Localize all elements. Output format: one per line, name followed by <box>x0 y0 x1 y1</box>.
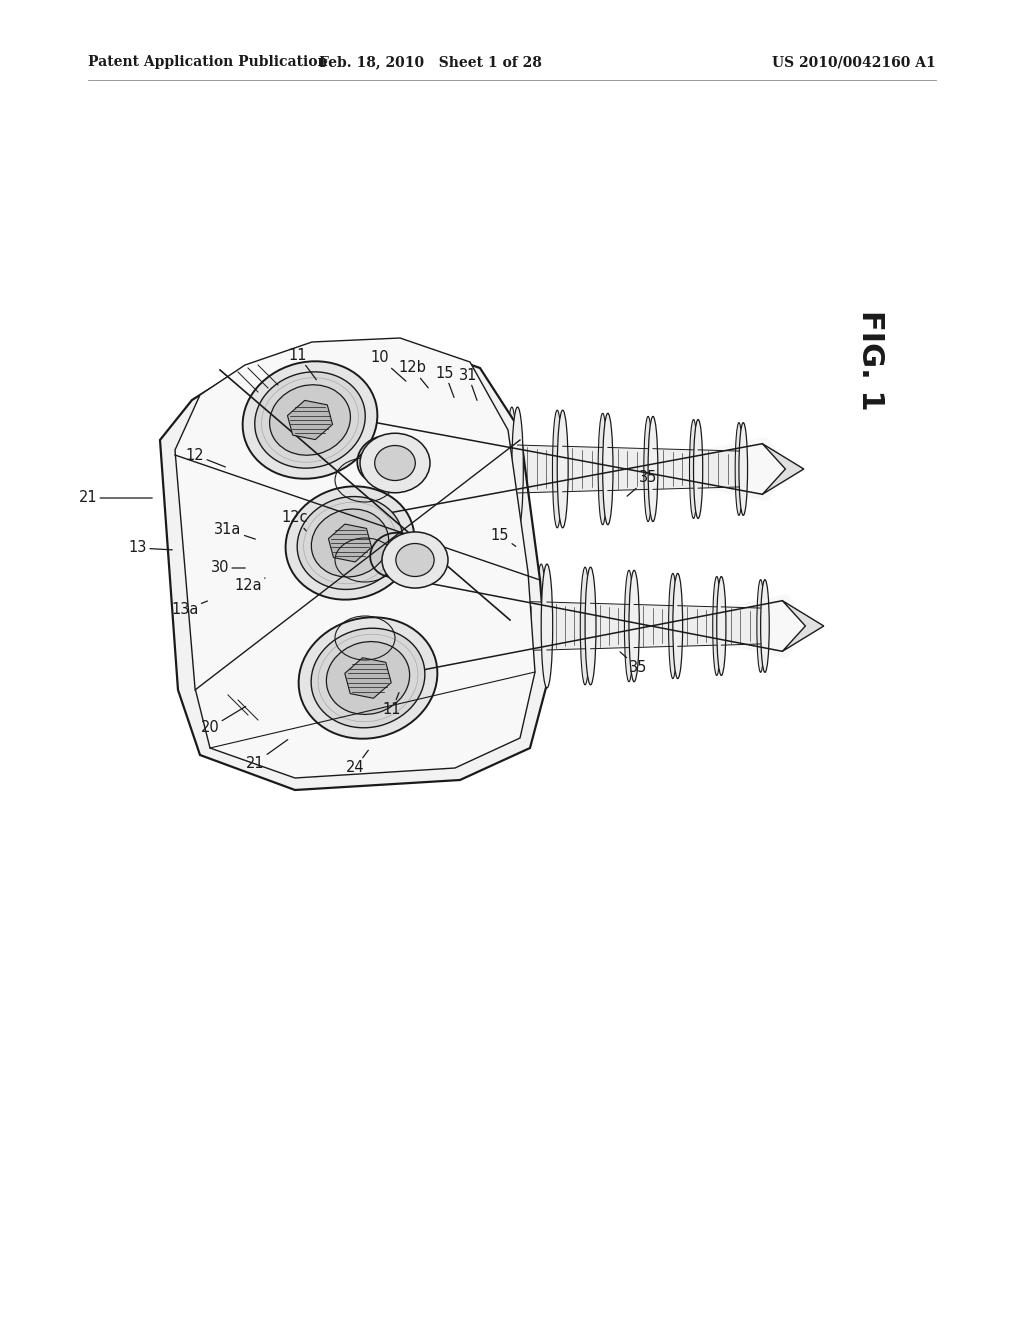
Ellipse shape <box>382 532 449 587</box>
Text: 20: 20 <box>201 706 246 735</box>
Text: 12a: 12a <box>234 578 265 593</box>
Text: Patent Application Publication: Patent Application Publication <box>88 55 328 69</box>
Polygon shape <box>763 444 804 494</box>
Ellipse shape <box>311 510 389 577</box>
Ellipse shape <box>327 642 410 714</box>
Ellipse shape <box>492 561 503 692</box>
Ellipse shape <box>644 416 652 521</box>
Ellipse shape <box>598 413 607 525</box>
Polygon shape <box>547 602 585 649</box>
Ellipse shape <box>507 407 517 531</box>
Polygon shape <box>678 606 717 647</box>
Text: FIG. 1: FIG. 1 <box>855 310 885 411</box>
Ellipse shape <box>581 568 590 685</box>
Ellipse shape <box>454 558 466 694</box>
Ellipse shape <box>585 568 596 685</box>
Polygon shape <box>782 601 823 651</box>
Polygon shape <box>329 524 372 562</box>
Polygon shape <box>634 605 673 648</box>
Text: 21: 21 <box>246 739 288 771</box>
Polygon shape <box>460 599 498 652</box>
Polygon shape <box>721 607 761 645</box>
Ellipse shape <box>629 570 639 681</box>
Polygon shape <box>345 657 391 698</box>
Text: 30: 30 <box>211 561 245 576</box>
Text: 15: 15 <box>490 528 516 546</box>
Polygon shape <box>160 341 548 789</box>
Polygon shape <box>288 400 333 440</box>
Ellipse shape <box>370 397 381 540</box>
Text: 12: 12 <box>185 447 225 467</box>
Ellipse shape <box>689 420 697 519</box>
Ellipse shape <box>461 404 472 535</box>
Ellipse shape <box>297 496 402 590</box>
Text: 24: 24 <box>346 750 369 776</box>
Polygon shape <box>608 447 648 491</box>
Polygon shape <box>175 338 535 777</box>
Ellipse shape <box>311 628 425 727</box>
Ellipse shape <box>286 486 415 599</box>
Text: 12c: 12c <box>282 511 308 531</box>
Ellipse shape <box>648 416 657 521</box>
Ellipse shape <box>537 564 546 688</box>
Ellipse shape <box>403 554 416 697</box>
Polygon shape <box>472 444 512 494</box>
Ellipse shape <box>669 573 677 678</box>
Text: 13a: 13a <box>171 601 208 618</box>
Ellipse shape <box>761 579 769 672</box>
Text: US 2010/0042160 A1: US 2010/0042160 A1 <box>772 55 936 69</box>
Ellipse shape <box>693 420 702 519</box>
Ellipse shape <box>416 401 426 537</box>
Text: 35: 35 <box>621 652 647 676</box>
Ellipse shape <box>557 411 568 528</box>
Text: 11: 11 <box>383 693 401 718</box>
Text: Feb. 18, 2010   Sheet 1 of 28: Feb. 18, 2010 Sheet 1 of 28 <box>318 55 542 69</box>
Polygon shape <box>653 449 693 490</box>
Polygon shape <box>563 446 603 492</box>
Ellipse shape <box>466 404 478 535</box>
Ellipse shape <box>498 561 509 692</box>
Text: 31a: 31a <box>214 523 255 539</box>
Polygon shape <box>591 603 629 648</box>
Ellipse shape <box>603 413 613 525</box>
Ellipse shape <box>625 570 634 681</box>
Polygon shape <box>412 579 810 672</box>
Ellipse shape <box>360 433 430 492</box>
Ellipse shape <box>541 564 553 688</box>
Text: 13: 13 <box>129 540 172 556</box>
Text: 11: 11 <box>289 347 316 380</box>
Text: 21: 21 <box>79 491 153 506</box>
Ellipse shape <box>717 577 726 676</box>
Ellipse shape <box>713 577 721 676</box>
Text: 35: 35 <box>627 470 657 496</box>
Polygon shape <box>378 422 790 515</box>
Ellipse shape <box>512 407 523 531</box>
Ellipse shape <box>396 544 434 577</box>
Ellipse shape <box>376 397 389 540</box>
Ellipse shape <box>447 558 459 694</box>
Text: 10: 10 <box>371 351 406 381</box>
Polygon shape <box>698 450 739 488</box>
Ellipse shape <box>243 362 378 479</box>
Polygon shape <box>504 601 541 651</box>
Ellipse shape <box>375 446 416 480</box>
Ellipse shape <box>299 618 437 739</box>
Ellipse shape <box>410 554 423 697</box>
Polygon shape <box>517 445 557 492</box>
Polygon shape <box>416 598 454 653</box>
Ellipse shape <box>757 579 764 672</box>
Text: 12b: 12b <box>398 360 428 388</box>
Ellipse shape <box>255 372 366 469</box>
Ellipse shape <box>673 573 683 678</box>
Ellipse shape <box>735 422 742 515</box>
Text: 15: 15 <box>436 366 455 397</box>
Ellipse shape <box>421 401 433 537</box>
Polygon shape <box>427 442 466 495</box>
Text: 31: 31 <box>459 367 477 400</box>
Polygon shape <box>382 441 421 496</box>
Ellipse shape <box>553 411 562 528</box>
Ellipse shape <box>269 384 350 455</box>
Ellipse shape <box>739 422 748 515</box>
